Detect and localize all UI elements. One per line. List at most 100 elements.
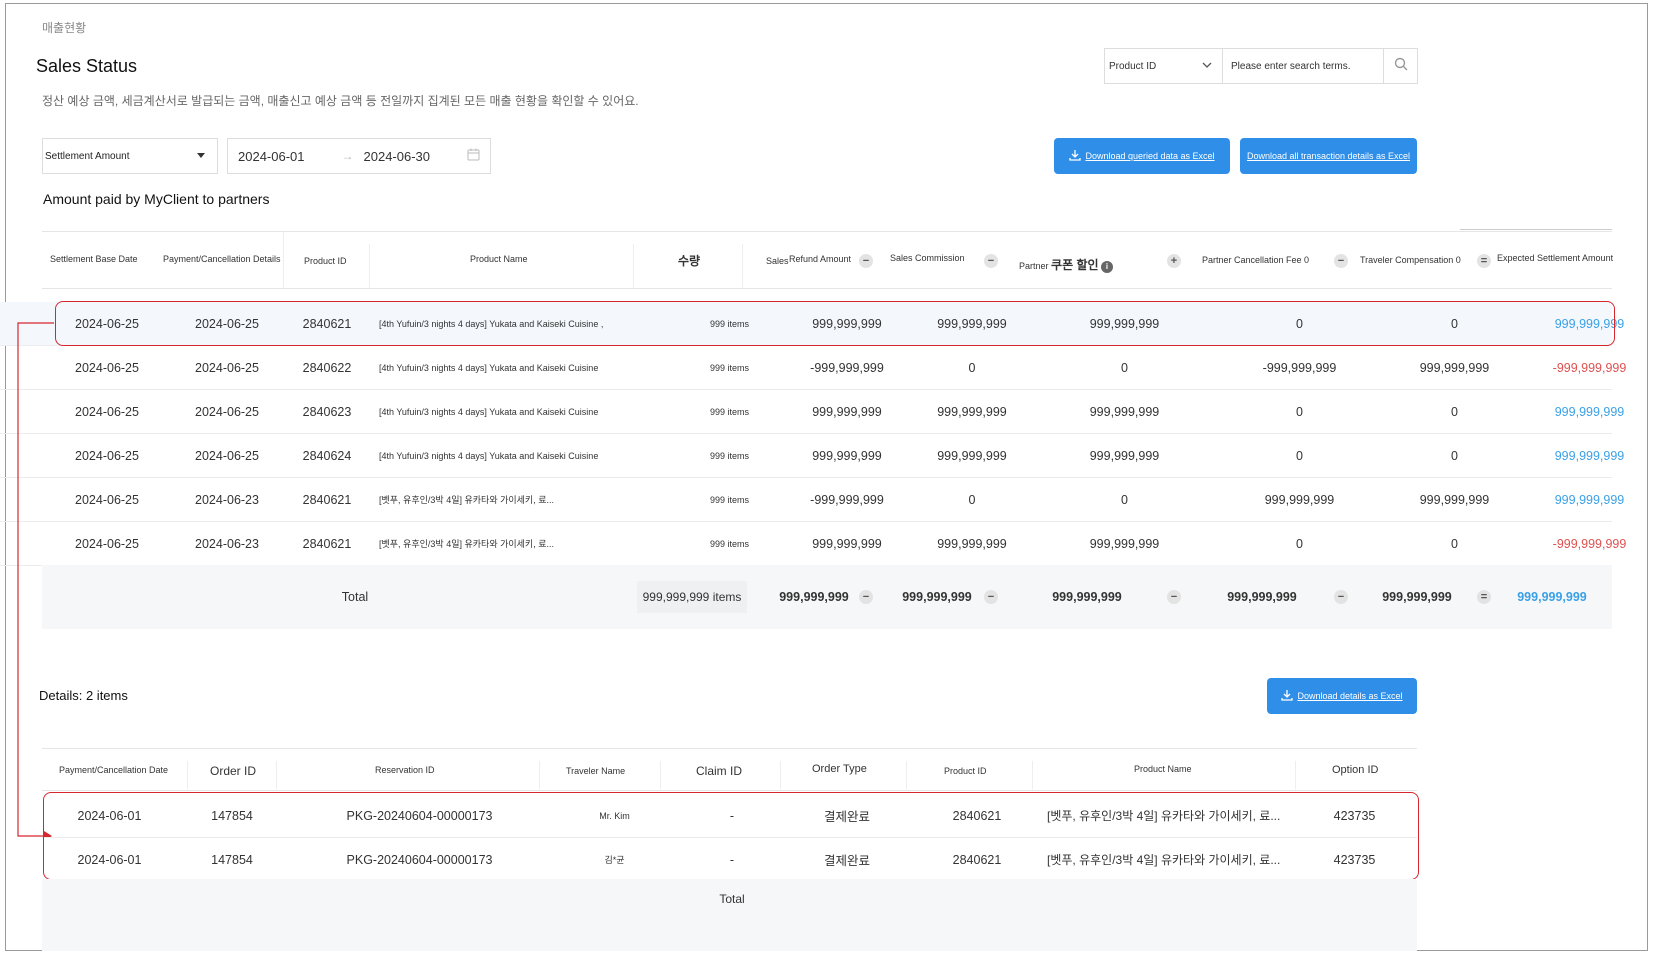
search-field-select[interactable]: Product ID [1105, 49, 1223, 83]
search-field-value: Product ID [1109, 60, 1157, 72]
search-box: Product ID [1104, 48, 1418, 84]
cell-coupon: 999,999,999 [1089, 316, 1160, 331]
cell-expected: 999,999,999 [1554, 404, 1625, 419]
download-queried-excel-button[interactable]: Download queried data as Excel [1054, 138, 1230, 174]
cell-sales: 999,999,999 [812, 536, 882, 551]
total-cancel-fee: 999,999,999 [1227, 590, 1297, 604]
dcell-option-id: 423735 [1333, 852, 1376, 867]
cell-qty: 999 items [709, 362, 750, 373]
cell-qty: 999 items [709, 538, 750, 549]
total-commission: 999,999,999 [902, 590, 972, 604]
info-icon[interactable]: i [1101, 261, 1114, 273]
dcell-product-id: 2840621 [952, 852, 1002, 867]
cell-commission: 0 [968, 360, 976, 375]
header-quantity: 수량 [678, 254, 701, 268]
details-total-label: Total [719, 892, 745, 906]
cell-product-name: [벳푸, 유후인/3박 4일] 유카타와 가이세키, 료... [379, 539, 554, 549]
details-header-divider [42, 790, 1417, 791]
download-all-transactions-button[interactable]: Download all transaction details as Exce… [1240, 138, 1417, 174]
header-cancel-fee: Partner Cancellation Fee 0 [1202, 255, 1310, 265]
header-bottom-divider [42, 288, 1612, 289]
minus-operator-icon: − [984, 590, 998, 604]
column-divider [780, 761, 781, 789]
cell-qty: 999 items [709, 406, 750, 417]
cell-traveler-comp: 0 [1451, 316, 1458, 331]
total-sales: 999,999,999 [779, 590, 849, 604]
table-row[interactable]: 2024-06-25 2024-06-25 2840624 [4th Yufuin/3… [0, 434, 1624, 478]
equals-operator-icon: = [1477, 254, 1491, 268]
section-title: Amount paid by MyClient to partners [43, 191, 270, 207]
total-coupon: 999,999,999 [1052, 590, 1122, 604]
cell-coupon: 0 [1121, 492, 1128, 507]
download-details-excel-button[interactable]: Download details as Excel [1267, 678, 1417, 714]
cell-sales: -999,999,999 [810, 360, 884, 375]
column-divider [283, 232, 284, 288]
table-row[interactable]: 2024-06-25 2024-06-25 2840622 [4th Yufuin/3… [0, 346, 1626, 390]
cell-sales: 999,999,999 [812, 316, 882, 331]
cell-traveler-comp: 999,999,999 [1419, 360, 1490, 375]
cell-commission: 999,999,999 [937, 536, 1007, 551]
minus-operator-icon: − [984, 254, 998, 268]
calendar-icon[interactable] [467, 148, 480, 164]
dcell-product-name: [벳푸, 유후인/3박 4일] 유카타와 가이세키, 료... [1047, 853, 1281, 867]
dcell-reservation-id: PKG-20240604-00000173 [346, 852, 493, 867]
header-product-name: Product Name [470, 254, 528, 264]
dcell-order-type: 결제완료 [823, 810, 870, 824]
amount-type-select[interactable]: Settlement Amount [42, 138, 218, 174]
breadcrumb: 매출현황 [42, 21, 87, 35]
page-description: 정산 예상 금액, 세금계산서로 발급되는 금액, 매출신고 예상 금액 등 전… [42, 94, 639, 108]
column-divider [742, 244, 743, 288]
header-partner: Partner 쿠폰 할인 i [1019, 256, 1114, 273]
highlight-box-details [43, 792, 1419, 880]
download-icon [1281, 689, 1294, 703]
cell-coupon: 999,999,999 [1089, 536, 1160, 551]
download-details-label: Download details as Excel [1297, 691, 1403, 701]
cell-pay-date: 2024-06-23 [195, 536, 259, 551]
summary-total-row: Total 999,999,999 items 999,999,999 − 99… [42, 565, 1612, 629]
table-row[interactable]: 2024-06-25 2024-06-25 2840621 [4th Yufuin/3… [0, 302, 1624, 346]
date-from[interactable]: 2024-06-01 [238, 148, 305, 164]
summary-table-header: Settlement Base Date Payment/Cancellatio… [42, 232, 1613, 288]
dheader-product-id: Product ID [944, 766, 987, 776]
details-top-divider [42, 748, 1417, 749]
cell-product-id: 2840624 [302, 448, 352, 463]
dcell-order-type: 결제완료 [823, 854, 870, 868]
minus-operator-icon: − [1167, 590, 1181, 604]
chevron-down-icon [1202, 60, 1212, 73]
cell-qty: 999 items [709, 450, 750, 461]
dheader-traveler: Traveler Name [566, 766, 626, 776]
date-range-picker[interactable]: 2024-06-01 → 2024-06-30 [227, 138, 491, 174]
dcell-date: 2024-06-01 [77, 808, 142, 823]
connector-arrow [17, 322, 54, 838]
detail-row[interactable]: 2024-06-01 147854 PKG-20240604-00000173 Mr.… [42, 794, 1417, 838]
download-queried-label: Download queried data as Excel [1085, 151, 1215, 161]
header-accent-divider [1460, 229, 1612, 230]
header-pay-details: Payment/Cancellation Details [163, 254, 281, 264]
download-all-label: Download all transaction details as Exce… [1246, 151, 1411, 161]
column-divider [906, 761, 907, 789]
total-traveler-comp: 999,999,999 [1382, 590, 1452, 604]
search-button[interactable] [1383, 49, 1417, 83]
cell-pay-date: 2024-06-25 [195, 404, 259, 419]
table-row[interactable]: 2024-06-25 2024-06-23 2840621 [벳푸, 유후인/3박 4… [0, 522, 1626, 566]
cell-expected: 999,999,999 [1554, 448, 1625, 463]
search-input[interactable] [1223, 49, 1383, 83]
highlight-box-summary [55, 301, 1615, 346]
cell-base-date: 2024-06-25 [75, 316, 139, 331]
cell-product-name: [벳푸, 유후인/3박 4일] 유카타와 가이세키, 료... [379, 495, 554, 505]
cell-cancel-fee: -999,999,999 [1262, 360, 1337, 375]
details-title: Details: 2 items [39, 688, 128, 703]
cell-expected: 999,999,999 [1554, 492, 1625, 507]
total-label: Total [341, 590, 369, 604]
table-row[interactable]: 2024-06-25 2024-06-25 2840623 [4th Yufuin/3… [0, 390, 1624, 434]
cell-pay-date: 2024-06-23 [195, 492, 259, 507]
caret-down-icon [197, 151, 205, 162]
table-row[interactable]: 2024-06-25 2024-06-23 2840621 [벳푸, 유후인/3박 4… [0, 478, 1624, 522]
amount-type-value: Settlement Amount [45, 150, 130, 162]
cell-expected: -999,999,999 [1552, 360, 1627, 375]
column-divider [276, 761, 277, 789]
header-partner-coupon: 쿠폰 할인 [1051, 258, 1099, 272]
date-to[interactable]: 2024-06-30 [363, 148, 431, 164]
dcell-product-id: 2840621 [952, 808, 1002, 823]
cell-coupon: 999,999,999 [1089, 448, 1160, 463]
